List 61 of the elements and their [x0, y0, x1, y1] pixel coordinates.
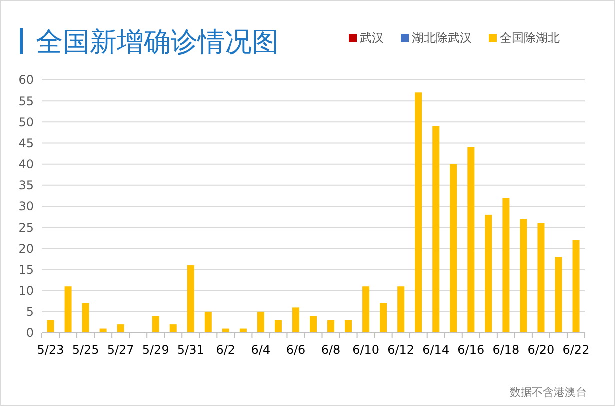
bar	[310, 316, 318, 333]
bar	[117, 324, 124, 333]
x-tick-label: 5/31	[177, 343, 204, 357]
y-tick-label: 30	[18, 200, 34, 214]
y-tick-label: 45	[18, 136, 34, 150]
bar	[152, 316, 160, 333]
x-tick-label: 6/4	[251, 343, 271, 357]
x-tick-label: 6/16	[458, 343, 485, 357]
legend-label: 湖北除武汉	[412, 31, 472, 45]
bar	[47, 320, 54, 333]
bar	[432, 126, 440, 333]
x-tick-label: 6/18	[492, 343, 520, 357]
x-tick-label: 5/25	[72, 343, 100, 357]
bar	[485, 214, 492, 333]
bar	[328, 320, 335, 333]
bar	[292, 308, 300, 333]
bar	[468, 147, 475, 333]
bar	[520, 219, 528, 333]
bar	[415, 92, 422, 333]
x-tick-label: 6/14	[422, 343, 450, 357]
x-tick-label: 6/6	[286, 343, 306, 357]
chart-title: 全国新增确诊情况图	[36, 27, 279, 58]
bar	[362, 286, 370, 333]
bar	[170, 324, 177, 333]
bar	[555, 257, 562, 333]
legend-label: 武汉	[360, 31, 384, 45]
bar	[572, 240, 580, 333]
bar	[274, 320, 282, 333]
x-tick-label: 5/23	[37, 343, 64, 357]
x-tick-label: 6/2	[216, 343, 236, 357]
bar	[398, 286, 405, 333]
bar	[187, 266, 194, 333]
x-tick-label: 5/27	[107, 343, 134, 357]
x-tick-label: 6/20	[528, 343, 555, 357]
bar	[204, 312, 212, 333]
bar	[380, 303, 388, 333]
y-tick-label: 10	[18, 284, 34, 298]
y-tick-label: 15	[18, 262, 34, 277]
y-tick-label: 25	[18, 220, 34, 235]
bar	[450, 164, 458, 333]
bar	[345, 320, 352, 333]
bar	[64, 286, 72, 333]
y-tick-label: 35	[18, 178, 34, 193]
y-tick-label: 20	[18, 242, 34, 256]
text: 数据不含港澳台	[510, 386, 587, 399]
bar	[257, 312, 264, 333]
legend-label: 全国除湖北	[500, 31, 560, 45]
y-tick-label: 60	[18, 73, 34, 88]
bar	[538, 223, 545, 333]
bar	[82, 303, 90, 333]
x-tick-label: 5/29	[142, 343, 170, 357]
x-tick-label: 6/22	[562, 343, 590, 357]
y-tick-label: 0	[26, 326, 34, 340]
x-tick-label: 6/8	[321, 343, 341, 357]
x-tick-label: 6/12	[388, 343, 415, 357]
y-tick-label: 5	[26, 305, 34, 320]
bar	[502, 198, 510, 333]
x-tick-label: 6/10	[352, 343, 380, 357]
y-tick-label: 50	[18, 115, 34, 130]
y-tick-label: 55	[18, 94, 34, 108]
y-tick-label: 40	[18, 158, 34, 172]
